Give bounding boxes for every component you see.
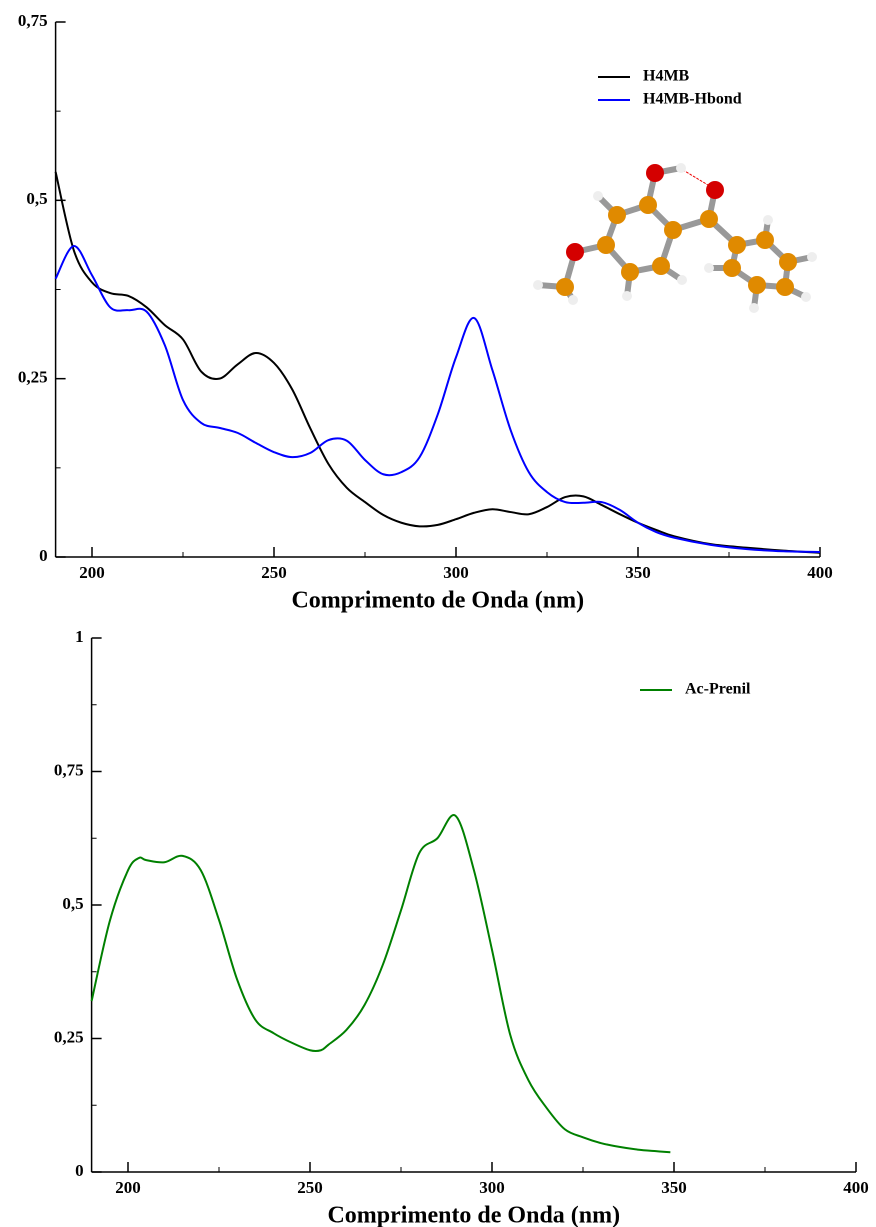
y-tick-label: 0,75: [18, 11, 48, 30]
x-tick-label: 400: [807, 563, 833, 582]
data-line: [56, 246, 820, 552]
x-tick-label: 400: [843, 1178, 869, 1197]
x-axis-label: Comprimento de Onda (nm): [291, 588, 584, 614]
y-tick-label: 0,25: [18, 368, 48, 387]
molecule-atoms: [533, 163, 817, 313]
x-tick-label: 300: [443, 563, 469, 582]
x-tick-label: 350: [625, 563, 651, 582]
legend-label: H4MB-Hbond: [643, 91, 742, 108]
y-tick-label: 0,75: [54, 760, 84, 779]
x-tick-label: 350: [661, 1178, 687, 1197]
legend-label: H4MB: [643, 68, 690, 85]
x-tick-label: 250: [297, 1178, 323, 1197]
y-tick-label: 0,25: [54, 1027, 84, 1046]
data-line: [92, 815, 671, 1152]
x-tick-label: 300: [479, 1178, 505, 1197]
y-tick-label: 0: [39, 546, 48, 565]
x-axis-label: Comprimento de Onda (nm): [327, 1203, 620, 1227]
x-tick-label: 250: [261, 563, 287, 582]
y-tick-label: 1: [75, 627, 84, 646]
y-tick-label: 0: [75, 1161, 84, 1180]
legend-label: Ac-Prenil: [685, 681, 751, 698]
x-tick-label: 200: [115, 1178, 141, 1197]
y-tick-label: 0,5: [62, 894, 83, 913]
chart: 0 0,25 0,5 0,75 200 250 300 350 400 Comprimento d…: [0, 0, 876, 1227]
x-tick-label: 200: [79, 563, 105, 582]
y-tick-label: 0,5: [26, 189, 47, 208]
